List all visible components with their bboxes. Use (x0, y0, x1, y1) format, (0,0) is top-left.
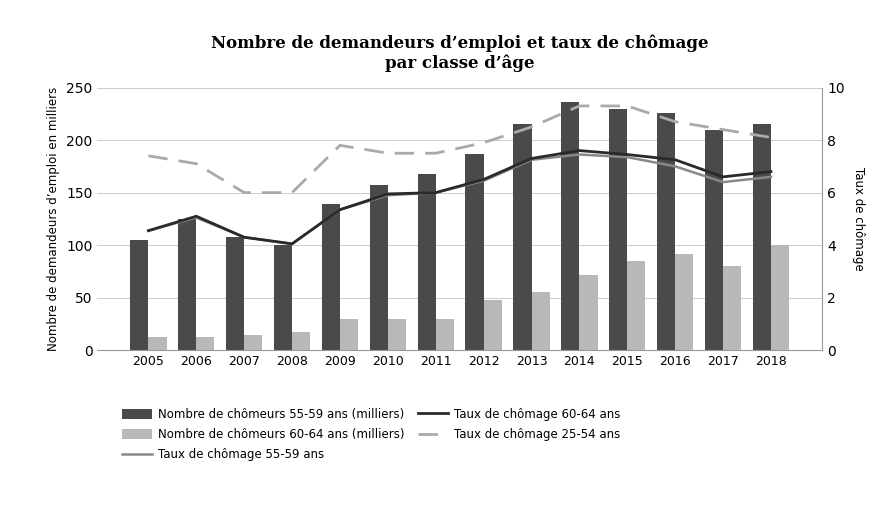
Bar (657, 113, 675, 350)
Bar (149, 336, 166, 350)
Bar (561, 102, 579, 350)
Bar (322, 204, 340, 350)
Bar (388, 319, 406, 350)
Bar (723, 266, 742, 350)
Bar (417, 174, 436, 350)
Bar (340, 319, 358, 350)
Bar (753, 124, 771, 350)
Bar (675, 253, 693, 350)
Bar (531, 293, 550, 350)
Bar (130, 240, 149, 350)
Bar (196, 336, 215, 350)
Bar (514, 124, 531, 350)
Bar (244, 335, 263, 350)
Y-axis label: Taux de chômage: Taux de chômage (852, 167, 865, 271)
Y-axis label: Nombre de demandeurs d’emploi en milliers: Nombre de demandeurs d’emploi en millier… (48, 87, 60, 351)
Bar (771, 245, 789, 350)
Bar (628, 261, 645, 350)
Bar (705, 130, 723, 350)
Bar (579, 274, 598, 350)
Bar (274, 245, 292, 350)
Bar (226, 237, 244, 350)
Bar (292, 332, 310, 350)
Bar (436, 319, 453, 350)
Legend: Nombre de chômeurs 55-59 ans (milliers), Nombre de chômeurs 60-64 ans (milliers): Nombre de chômeurs 55-59 ans (milliers),… (118, 403, 625, 466)
Title: Nombre de demandeurs d’emploi et taux de chômage
par classe d’âge: Nombre de demandeurs d’emploi et taux de… (211, 35, 708, 72)
Bar (370, 185, 388, 350)
Bar (466, 154, 484, 350)
Bar (609, 109, 628, 350)
Bar (178, 219, 196, 350)
Bar (484, 300, 502, 350)
